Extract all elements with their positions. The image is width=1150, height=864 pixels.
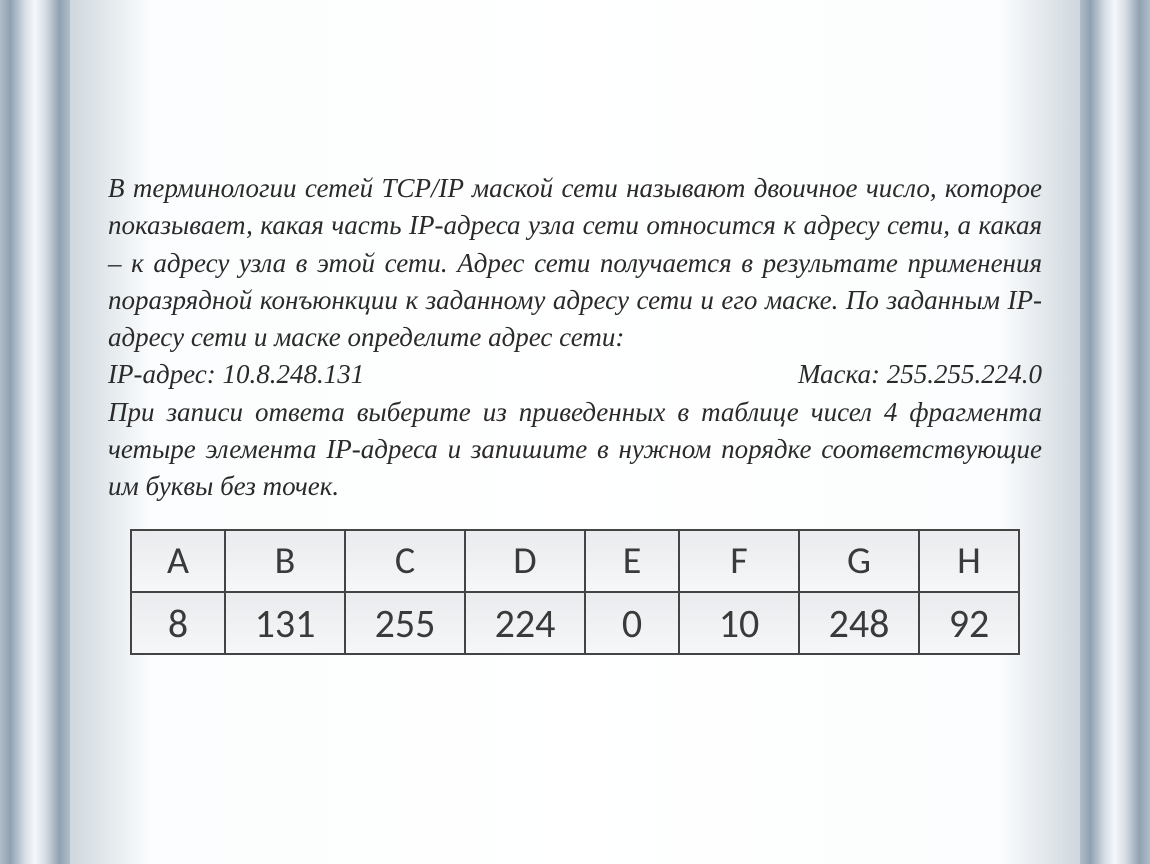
table-header-cell: E — [585, 530, 679, 592]
table-value-cell: 248 — [799, 592, 919, 654]
table-header-cell: B — [225, 530, 345, 592]
content-panel: В терминологии сетей TCP/IP маской сети … — [70, 0, 1080, 864]
mask-label: Маска: 255.255.224.0 — [798, 356, 1042, 393]
table-header-cell: F — [679, 530, 799, 592]
table-value-cell: 92 — [919, 592, 1019, 654]
table-value-cell: 0 — [585, 592, 679, 654]
ip-mask-row: IP-адрес: 10.8.248.131 Маска: 255.255.22… — [108, 356, 1042, 393]
content-block: В терминологии сетей TCP/IP маской сети … — [108, 170, 1042, 655]
table-value-cell: 10 — [679, 592, 799, 654]
table-header-row: A B C D E F G H — [131, 530, 1019, 592]
answer-table: A B C D E F G H 8 131 255 224 0 10 248 — [130, 529, 1020, 655]
table-header-cell: D — [465, 530, 585, 592]
table-header-cell: A — [131, 530, 225, 592]
table-value-cell: 8 — [131, 592, 225, 654]
table-header-cell: G — [799, 530, 919, 592]
problem-paragraph-2: При записи ответа выберите из приведенны… — [108, 394, 1042, 506]
table-header-cell: H — [919, 530, 1019, 592]
right-pillar — [1080, 0, 1150, 864]
slide-frame: В терминологии сетей TCP/IP маской сети … — [0, 0, 1150, 864]
ip-address-label: IP-адрес: 10.8.248.131 — [108, 356, 364, 393]
left-pillar — [0, 0, 70, 864]
table-header-cell: C — [345, 530, 465, 592]
problem-paragraph-1: В терминологии сетей TCP/IP маской сети … — [108, 170, 1042, 356]
table-value-cell: 224 — [465, 592, 585, 654]
table-value-cell: 255 — [345, 592, 465, 654]
table-value-cell: 131 — [225, 592, 345, 654]
table-value-row: 8 131 255 224 0 10 248 92 — [131, 592, 1019, 654]
